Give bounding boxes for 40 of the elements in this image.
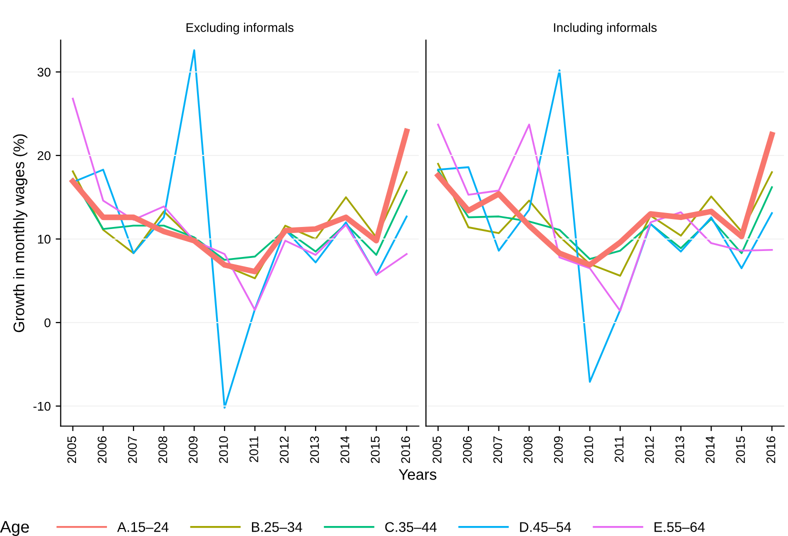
- legend-label: D.45–54: [520, 522, 572, 532]
- x-tick-label: 2015: [370, 436, 380, 464]
- legend-label: B.25–34: [252, 522, 302, 532]
- x-tick-label: 2007: [493, 436, 502, 464]
- x-tick-label: 2013: [310, 436, 319, 464]
- x-tick-label: 2009: [188, 436, 198, 464]
- x-tick-label: 2007: [128, 436, 137, 464]
- x-tick-label: 2006: [98, 436, 107, 464]
- x-tick-label: 2014: [706, 436, 715, 464]
- x-tick-label: 2016: [401, 436, 410, 464]
- x-tick-label: 2008: [158, 436, 168, 464]
- x-tick-label: 2012: [645, 436, 654, 464]
- legend-title: Age: [0, 521, 29, 536]
- y-axis-title: Growth in monthly wages (%): [13, 134, 28, 332]
- x-tick-label: 2011: [249, 436, 258, 462]
- x-tick-label: 2006: [462, 436, 472, 464]
- x-tick-label: 2012: [280, 436, 289, 464]
- legend-label: A.15–24: [117, 522, 168, 532]
- legend-label: E.55–64: [654, 522, 705, 532]
- y-tick-label: 10: [38, 234, 50, 244]
- line-series: [72, 98, 408, 311]
- x-tick-label: 2005: [67, 436, 76, 464]
- x-tick-label: 2009: [554, 436, 563, 464]
- legend-label: C.35–44: [385, 522, 437, 532]
- x-tick-label: 2005: [432, 436, 442, 464]
- x-tick-label: 2013: [675, 436, 684, 464]
- y-tick-label: 20: [38, 151, 50, 160]
- x-tick-label: 2015: [736, 436, 745, 464]
- x-axis-title: Years: [398, 469, 436, 480]
- chart-title: Excluding informals: [186, 22, 294, 34]
- x-tick-label: 2008: [524, 436, 532, 464]
- chart-title: Including informals: [554, 22, 657, 34]
- y-tick-label: 30: [38, 68, 50, 77]
- y-tick-label: -10: [33, 402, 50, 411]
- x-tick-label: 2014: [340, 436, 350, 464]
- x-tick-label: 2011: [614, 436, 624, 462]
- x-tick-label: 2010: [584, 436, 594, 464]
- x-tick-label: 2010: [219, 436, 228, 464]
- x-tick-label: 2016: [766, 436, 776, 464]
- y-tick-label: 0: [44, 318, 50, 328]
